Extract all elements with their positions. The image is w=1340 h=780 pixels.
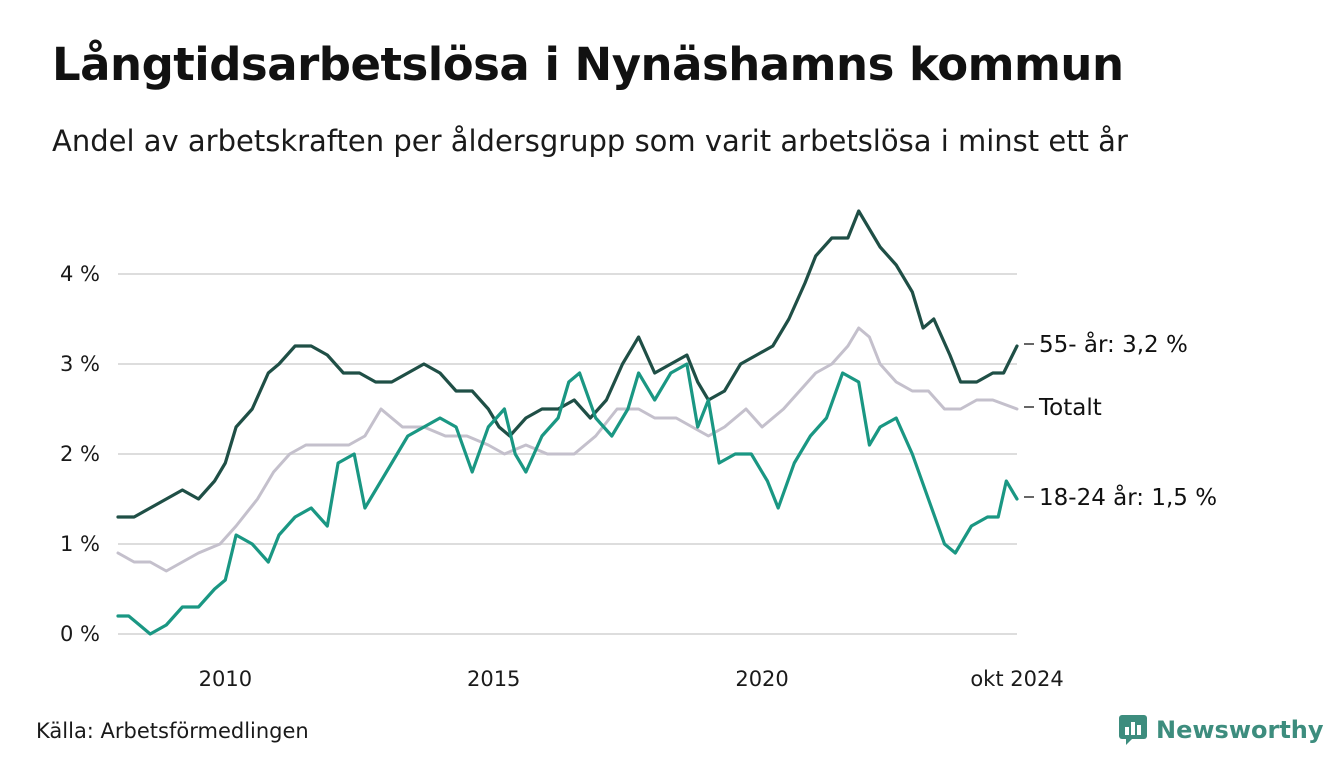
x-tick-label: okt 2024: [970, 667, 1063, 691]
series-end-label-s55: 55- år: 3,2 %: [1039, 330, 1188, 358]
series-end-labels: Totalt 55- år: 3,2 % 18-24 år: 1,5 %: [1024, 330, 1217, 511]
brand-name: Newsworthy: [1156, 716, 1324, 744]
y-axis-ticks: 0 % 1 % 2 % 3 % 4 %: [60, 262, 100, 646]
series-end-label-s1824: 18-24 år: 1,5 %: [1039, 483, 1217, 511]
x-tick-label: 2015: [467, 667, 520, 691]
y-tick-label: 4 %: [60, 262, 100, 286]
source-note: Källa: Arbetsförmedlingen: [36, 719, 309, 743]
series-line-s1824: [116, 362, 1019, 636]
brand-logo[interactable]: Newsworthy: [1118, 714, 1324, 746]
chart-title: Långtidsarbetslösa i Nynäshamns kommun: [52, 38, 1124, 91]
y-tick-label: 2 %: [60, 442, 100, 466]
y-tick-label: 1 %: [60, 532, 100, 556]
x-tick-label: 2010: [199, 667, 252, 691]
series-line-s55: [116, 209, 1019, 519]
y-tick-label: 3 %: [60, 352, 100, 376]
chart-subtitle: Andel av arbetskraften per åldersgrupp s…: [52, 124, 1128, 158]
series-lines: [116, 209, 1019, 636]
x-tick-label: 2020: [735, 667, 788, 691]
series-line-total: [116, 326, 1019, 573]
x-axis-ticks: 2010 2015 2020 okt 2024: [199, 667, 1064, 691]
newsworthy-logo-icon: [1119, 715, 1147, 745]
series-end-label-total: Totalt: [1038, 395, 1102, 421]
y-tick-label: 0 %: [60, 622, 100, 646]
